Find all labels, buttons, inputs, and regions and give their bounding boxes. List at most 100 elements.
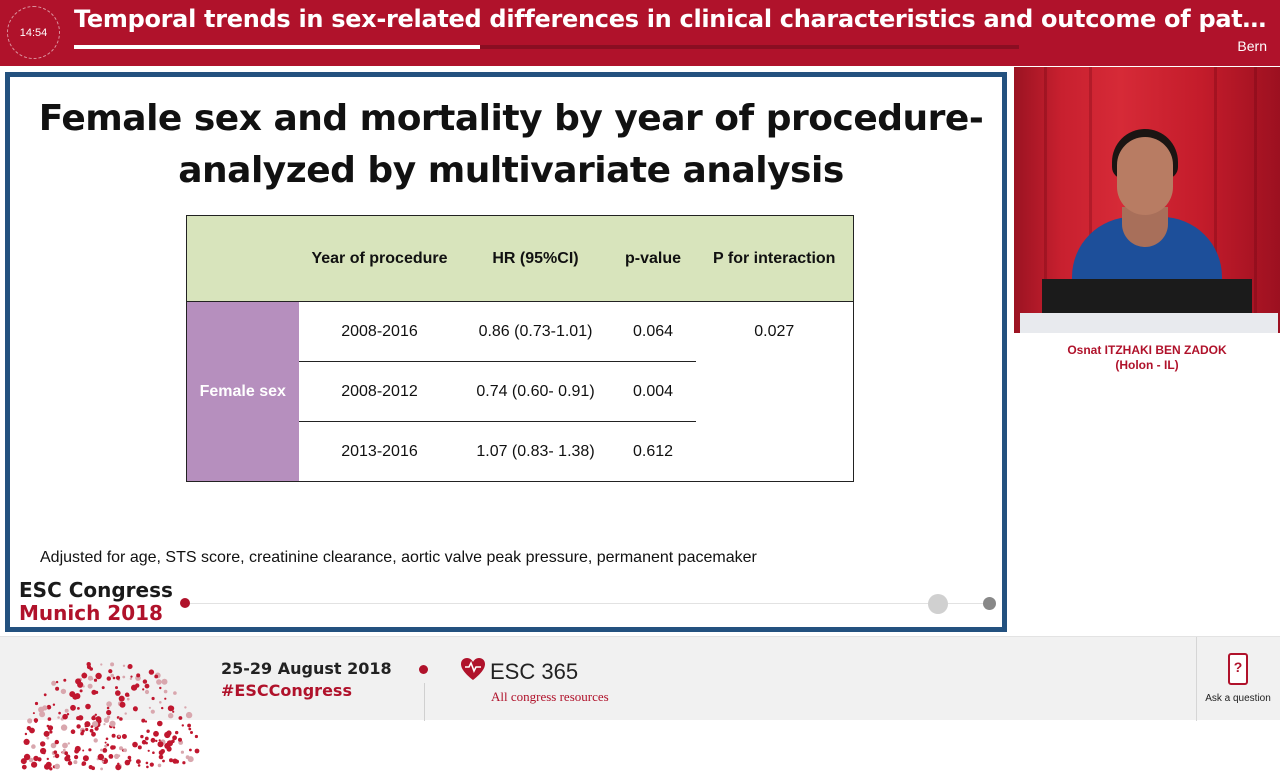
- question-mark-glyph: ?: [1233, 659, 1243, 675]
- speaker-name: Osnat ITZHAKI BEN ZADOK: [1067, 343, 1227, 357]
- globe-dot: [188, 727, 192, 731]
- globe-dot: [100, 663, 103, 666]
- globe-dot: [108, 669, 113, 674]
- globe-dot: [105, 737, 109, 741]
- globe-dot: [185, 711, 193, 719]
- globe-dot: [136, 673, 141, 678]
- globe-dot: [155, 739, 158, 743]
- globe-dot: [157, 720, 163, 727]
- globe-dot: [162, 759, 165, 763]
- globe-dot: [70, 729, 76, 734]
- globe-dot: [112, 676, 116, 680]
- globe-dot: [180, 750, 184, 754]
- speaker-caption: Osnat ITZHAKI BEN ZADOK (Holon - IL): [1014, 343, 1280, 373]
- globe-dot: [161, 706, 164, 710]
- globe-dot: [184, 706, 187, 709]
- globe-dot: [62, 713, 68, 720]
- table-cell-pvalue: 0.064: [610, 301, 696, 362]
- globe-dot: [147, 749, 150, 752]
- table-header-year: Year of procedure: [298, 215, 461, 302]
- globe-dot: [115, 690, 121, 696]
- congress-hashtag[interactable]: #ESCCongress: [221, 681, 352, 700]
- slide-decor-dot: [928, 594, 948, 614]
- globe-dot: [63, 678, 67, 682]
- globe-dot: [178, 737, 182, 742]
- esc365-subtitle[interactable]: All congress resources: [491, 689, 609, 704]
- globe-dot: [119, 701, 126, 708]
- globe-dot: [127, 664, 133, 669]
- globe-dot: [149, 762, 154, 767]
- table-row: 2013-2016 1.07 (0.83- 1.38) 0.612: [187, 421, 854, 482]
- globe-dot: [117, 754, 121, 758]
- congress-globe-logo: [20, 662, 200, 771]
- talk-title: Temporal trends in sex-related differenc…: [74, 5, 1269, 33]
- slide-footnote: Adjusted for age, STS score, creatinine …: [40, 549, 757, 566]
- table-row: 2008-2012 0.74 (0.60- 0.91) 0.004: [187, 361, 854, 422]
- table-row: Female sex 2008-2016 0.86 (0.73-1.01) 0.…: [186, 301, 854, 482]
- globe-dot: [106, 706, 110, 710]
- globe-dot: [23, 753, 31, 761]
- globe-dot: [146, 765, 149, 769]
- curtain-fold: [1089, 67, 1092, 333]
- globe-dot: [81, 672, 88, 679]
- globe-dot: [150, 737, 156, 743]
- globe-dot: [102, 748, 108, 753]
- globe-dot: [58, 711, 61, 715]
- globe-dot: [54, 763, 60, 770]
- globe-dot: [194, 748, 200, 754]
- slide-title-line-1: Female sex and mortality by year of proc…: [38, 98, 984, 139]
- table-header-row: Year of procedure HR (95%CI) p-value P f…: [186, 215, 854, 302]
- globe-dot: [132, 741, 138, 748]
- globe-dot: [57, 716, 60, 719]
- globe-dot: [145, 761, 149, 765]
- globe-dot: [106, 701, 112, 707]
- slide-brand-line-1: ESC Congress: [19, 578, 173, 602]
- video-progress-bar[interactable]: [74, 45, 1019, 49]
- globe-dot: [118, 695, 125, 702]
- globe-dot: [119, 717, 123, 721]
- globe-dot: [126, 697, 130, 701]
- slide-decor-dot: [983, 597, 996, 610]
- globe-dot: [93, 678, 98, 682]
- globe-dot: [166, 730, 172, 736]
- globe-dot: [51, 680, 57, 686]
- globe-dot: [112, 745, 116, 750]
- globe-dot: [129, 677, 133, 680]
- globe-dot: [141, 718, 146, 723]
- globe-dot: [187, 756, 194, 763]
- globe-dot: [75, 678, 82, 685]
- globe-dot: [91, 689, 97, 695]
- globe-dot: [27, 718, 33, 724]
- session-timer: 14:54: [7, 6, 60, 59]
- globe-dot: [168, 713, 174, 719]
- globe-dot: [122, 675, 126, 679]
- esc365-link[interactable]: ESC 365: [490, 659, 579, 684]
- globe-dot: [54, 739, 59, 745]
- footer-divider: [424, 683, 425, 721]
- speaker-video[interactable]: [1014, 67, 1280, 333]
- globe-dot: [158, 750, 164, 756]
- ask-question-button[interactable]: ? Ask a question: [1200, 651, 1276, 717]
- table-header-hr: HR (95%CI): [460, 215, 611, 302]
- globe-dot: [47, 717, 52, 721]
- globe-dot: [46, 736, 50, 740]
- globe-dot: [95, 690, 99, 694]
- slide-title-line-2: analyzed by multivariate analysis: [178, 150, 844, 191]
- slide-brand-line-2: Munich 2018: [19, 601, 163, 625]
- globe-dot: [62, 748, 66, 752]
- podium: [1042, 279, 1252, 313]
- globe-dot: [23, 738, 30, 745]
- globe-dot: [130, 675, 133, 678]
- table-row-label: Female sex: [186, 301, 299, 482]
- globe-dot: [70, 704, 76, 711]
- globe-dot: [142, 679, 148, 684]
- slide-brand-logo: ESC Congress Munich 2018: [19, 579, 173, 625]
- globe-dot: [74, 748, 79, 754]
- curtain-fold: [1214, 67, 1217, 333]
- globe-dot: [153, 730, 159, 737]
- globe-dot: [55, 680, 59, 684]
- globe-dot: [152, 751, 155, 754]
- globe-dot: [103, 723, 106, 726]
- globe-dot: [80, 731, 84, 736]
- globe-dot: [52, 755, 55, 758]
